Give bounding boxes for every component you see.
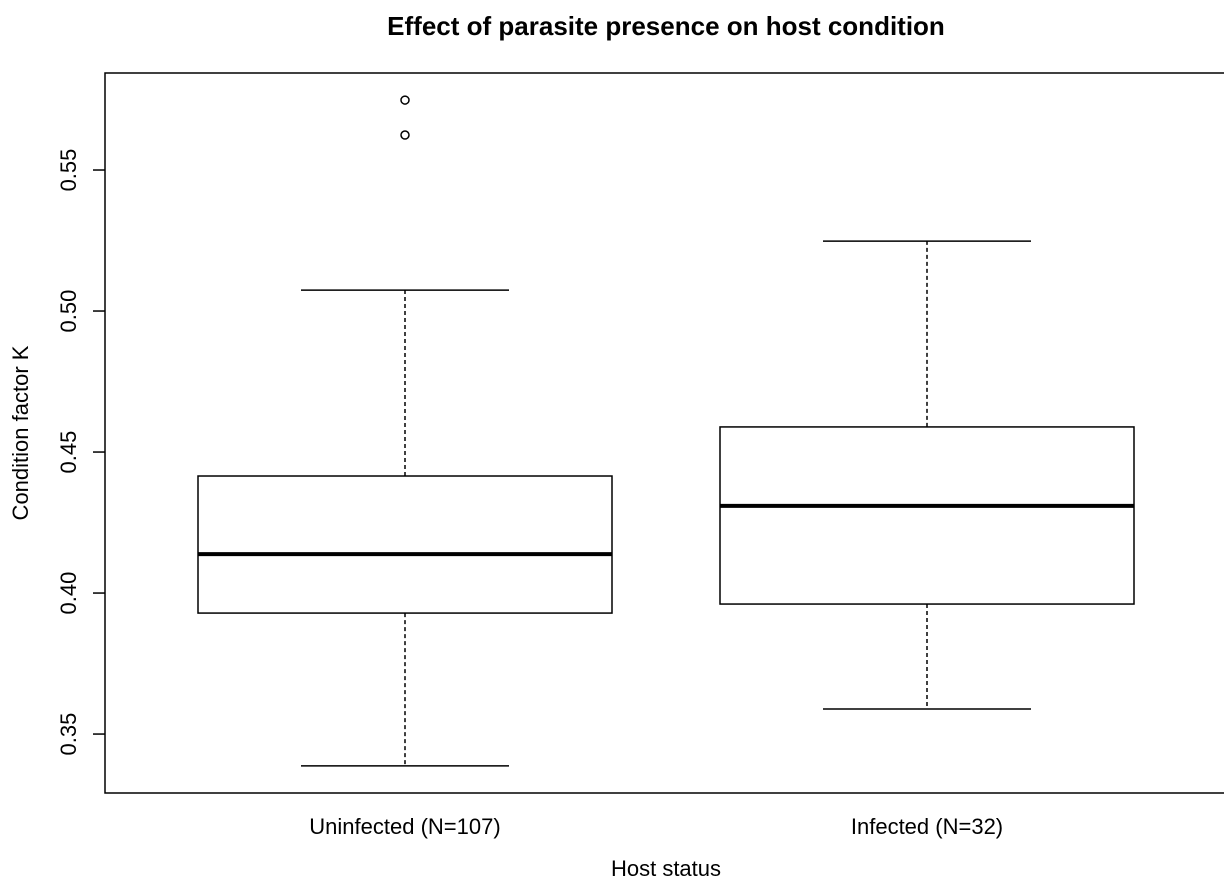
y-tick-label: 0.50 xyxy=(56,290,81,333)
outlier xyxy=(400,130,410,140)
y-axis-label: Condition factor K xyxy=(8,345,33,520)
x-tick-label: Infected (N=32) xyxy=(851,814,1003,839)
outlier xyxy=(400,95,410,105)
plot-frame xyxy=(104,72,1224,794)
chart-title: Effect of parasite presence on host cond… xyxy=(387,11,945,41)
y-tick-label: 0.35 xyxy=(56,713,81,756)
y-tick-label: 0.40 xyxy=(56,572,81,615)
box xyxy=(197,475,613,614)
x-axis-label: Host status xyxy=(611,856,721,881)
y-tick-label: 0.55 xyxy=(56,149,81,192)
x-tick-label: Uninfected (N=107) xyxy=(309,814,500,839)
y-tick-label: 0.45 xyxy=(56,431,81,474)
box xyxy=(719,426,1135,605)
